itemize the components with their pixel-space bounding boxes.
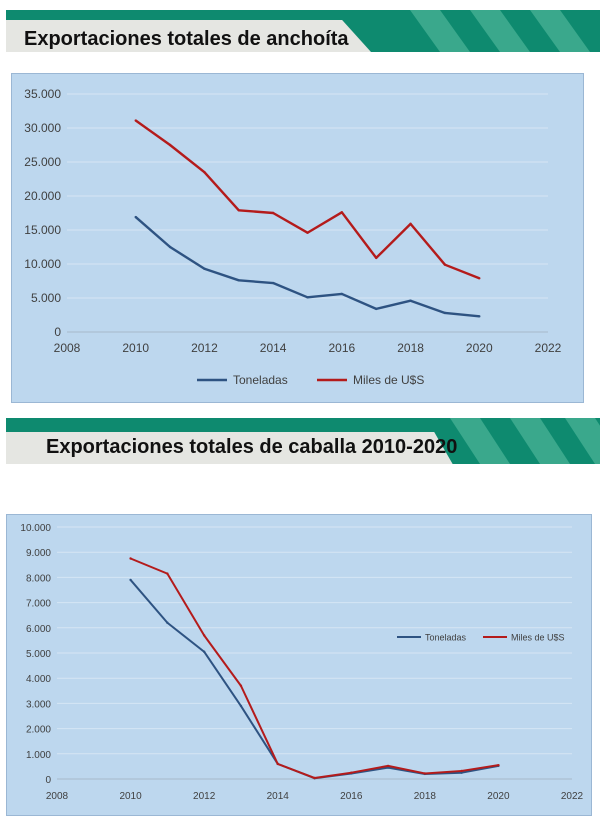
data-point	[168, 245, 172, 249]
legend-label: Miles de U$S	[511, 633, 565, 643]
data-point	[271, 281, 275, 285]
banner-stripes	[450, 418, 600, 464]
data-point	[375, 307, 378, 311]
x-tick-label: 2014	[267, 791, 290, 802]
y-tick-label: 30.000	[24, 121, 61, 135]
data-point	[409, 299, 412, 302]
x-tick-label: 2008	[46, 791, 69, 802]
x-tick-label: 2012	[193, 791, 216, 802]
legend-label: Toneladas	[425, 633, 467, 643]
y-tick-label: 15.000	[24, 223, 61, 237]
y-tick-label: 3.000	[26, 699, 51, 710]
y-tick-label: 6.000	[26, 624, 51, 635]
y-tick-label: 9.000	[26, 548, 51, 559]
data-point	[276, 762, 279, 766]
data-point	[423, 772, 427, 775]
banner-stripes	[410, 10, 590, 52]
section-banner-anchoita: Exportaciones totales de anchoíta	[6, 10, 600, 52]
y-tick-label: 35.000	[24, 87, 61, 101]
chart-caballa-panel: 0 1.000 2.000 3.000 4.000 5.000 6.000 7.000 8.00…	[6, 514, 592, 816]
y-tick-label: 8.000	[26, 573, 51, 584]
data-point	[313, 776, 316, 780]
series-line-toneladas	[129, 579, 499, 780]
data-point	[134, 119, 137, 122]
data-point	[375, 256, 378, 260]
data-point	[409, 222, 412, 226]
data-point	[306, 296, 309, 299]
chart-anchoita: 0 5.000 10.000 15.000 20.000 25.000 30.000 35.0…	[24, 87, 562, 387]
data-point	[166, 621, 169, 624]
x-tick-label: 2010	[122, 341, 149, 355]
data-point	[460, 769, 463, 773]
x-tick-label: 2014	[260, 341, 287, 355]
chart-anchoita-panel: 0 5.000 10.000 15.000 20.000 25.000 30.000 35.0…	[11, 73, 584, 403]
x-tick-label: 2022	[535, 341, 562, 355]
legend-label: Toneladas	[233, 373, 288, 387]
data-point	[386, 764, 390, 768]
chart-caballa: 0 1.000 2.000 3.000 4.000 5.000 6.000 7.000 8.00…	[20, 523, 584, 802]
data-point	[239, 704, 243, 708]
data-point	[478, 315, 481, 318]
data-point	[134, 215, 137, 219]
y-tick-label: 1.000	[26, 750, 51, 761]
data-point	[202, 650, 206, 653]
data-point	[271, 211, 275, 215]
data-point	[443, 263, 447, 266]
x-tick-label: 2018	[414, 791, 437, 802]
y-tick-label: 7.000	[26, 599, 51, 610]
section-title-anchoita: Exportaciones totales de anchoíta	[24, 28, 349, 50]
data-point	[129, 557, 132, 560]
data-point	[386, 766, 390, 769]
data-point	[443, 311, 447, 315]
data-point	[166, 572, 169, 575]
x-tick-label: 2008	[54, 341, 81, 355]
data-point	[168, 143, 172, 147]
section-title-caballa: Exportaciones totales de caballa 2010-20…	[46, 436, 458, 458]
data-point	[340, 292, 344, 296]
y-tick-label: 5.000	[26, 649, 51, 660]
x-tick-label: 2020	[466, 341, 493, 355]
data-point	[340, 211, 344, 214]
data-point	[202, 634, 206, 637]
y-tick-label: 5.000	[31, 291, 61, 305]
y-tick-label: 10.000	[24, 257, 61, 271]
section-banner-caballa: Exportaciones totales de caballa 2010-20…	[6, 418, 600, 464]
legend-label: Miles de U$S	[353, 373, 424, 387]
y-tick-label: 4.000	[26, 674, 51, 685]
x-tick-label: 2020	[487, 791, 510, 802]
data-point	[239, 684, 243, 687]
data-point	[306, 231, 309, 234]
data-point	[497, 763, 500, 767]
x-tick-label: 2010	[119, 791, 142, 802]
y-tick-label: 0	[45, 775, 51, 786]
banner-highlight	[6, 432, 453, 464]
data-point	[203, 171, 206, 174]
data-point	[203, 267, 206, 270]
x-tick-label: 2016	[329, 341, 356, 355]
y-tick-label: 0	[54, 325, 61, 339]
series-line-miles-usd	[130, 557, 499, 779]
data-point	[460, 771, 463, 774]
x-tick-label: 2012	[191, 341, 218, 355]
data-point	[350, 771, 353, 774]
y-tick-label: 25.000	[24, 155, 61, 169]
y-tick-label: 2.000	[26, 725, 51, 736]
data-point	[129, 578, 132, 582]
data-point	[478, 277, 481, 280]
y-tick-label: 10.000	[20, 523, 51, 534]
y-tick-label: 20.000	[24, 189, 61, 203]
x-tick-label: 2022	[561, 791, 584, 802]
banner-highlight	[6, 20, 373, 52]
x-tick-label: 2016	[340, 791, 363, 802]
series-line-miles-usd	[135, 119, 480, 280]
data-point	[237, 279, 240, 282]
data-point	[237, 209, 240, 212]
x-tick-label: 2018	[397, 341, 424, 355]
